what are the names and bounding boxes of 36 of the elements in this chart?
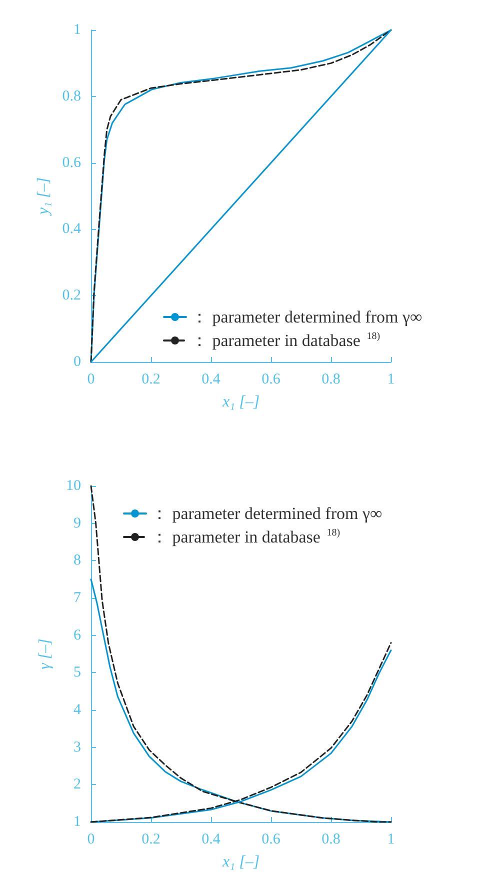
y-tick-label: 1 — [74, 22, 81, 38]
x-tick-label: 0.6 — [262, 372, 281, 388]
x-tick-label: 1 — [387, 832, 395, 848]
legend-label: ： parameter in database 18) — [151, 528, 340, 546]
legend-label: ： parameter determined from γ∞ — [191, 308, 422, 326]
y-axis-title: y₁ [–] — [34, 177, 52, 217]
legend-label: ： parameter determined from γ∞ — [151, 504, 382, 523]
x-tick-label: 0.2 — [142, 372, 160, 388]
y-axis-title: γ [–] — [36, 638, 54, 670]
x-axis-title: x₁ [–] — [221, 394, 260, 410]
x-tick-label: 0.8 — [322, 372, 340, 388]
y-tick-label: 9 — [74, 515, 81, 532]
y-tick-label: 0 — [74, 354, 81, 370]
y-tick-label: 0.6 — [62, 154, 82, 171]
y-tick-label: 8 — [74, 552, 81, 569]
y-tick-label: 0.8 — [62, 88, 81, 104]
y-tick-label: 3 — [74, 739, 81, 756]
y-tick-label: 0.4 — [62, 221, 82, 238]
y-tick-label: 10 — [66, 478, 81, 494]
x-tick-label: 0.8 — [322, 832, 340, 848]
x-tick-label: 0.6 — [262, 832, 281, 848]
y-tick-label: 2 — [74, 776, 81, 793]
y-tick-label: 7 — [74, 590, 82, 606]
y-tick-label: 6 — [74, 627, 82, 644]
x-tick-label: 0.2 — [142, 832, 160, 848]
y-tick-label: 0.2 — [62, 288, 81, 304]
y-tick-label: 4 — [74, 702, 82, 718]
x-tick-label: 0 — [87, 832, 95, 848]
y-tick-label: 1 — [74, 814, 81, 830]
x-tick-label: 0.4 — [202, 832, 221, 848]
x-tick-label: 0 — [87, 372, 95, 388]
y-tick-label: 5 — [74, 664, 81, 681]
x-tick-label: 1 — [387, 372, 395, 388]
x-tick-label: 0.4 — [202, 372, 221, 388]
legend-label: ： parameter in database 18) — [191, 331, 380, 350]
x-axis-title: x₁ [–] — [221, 854, 260, 870]
